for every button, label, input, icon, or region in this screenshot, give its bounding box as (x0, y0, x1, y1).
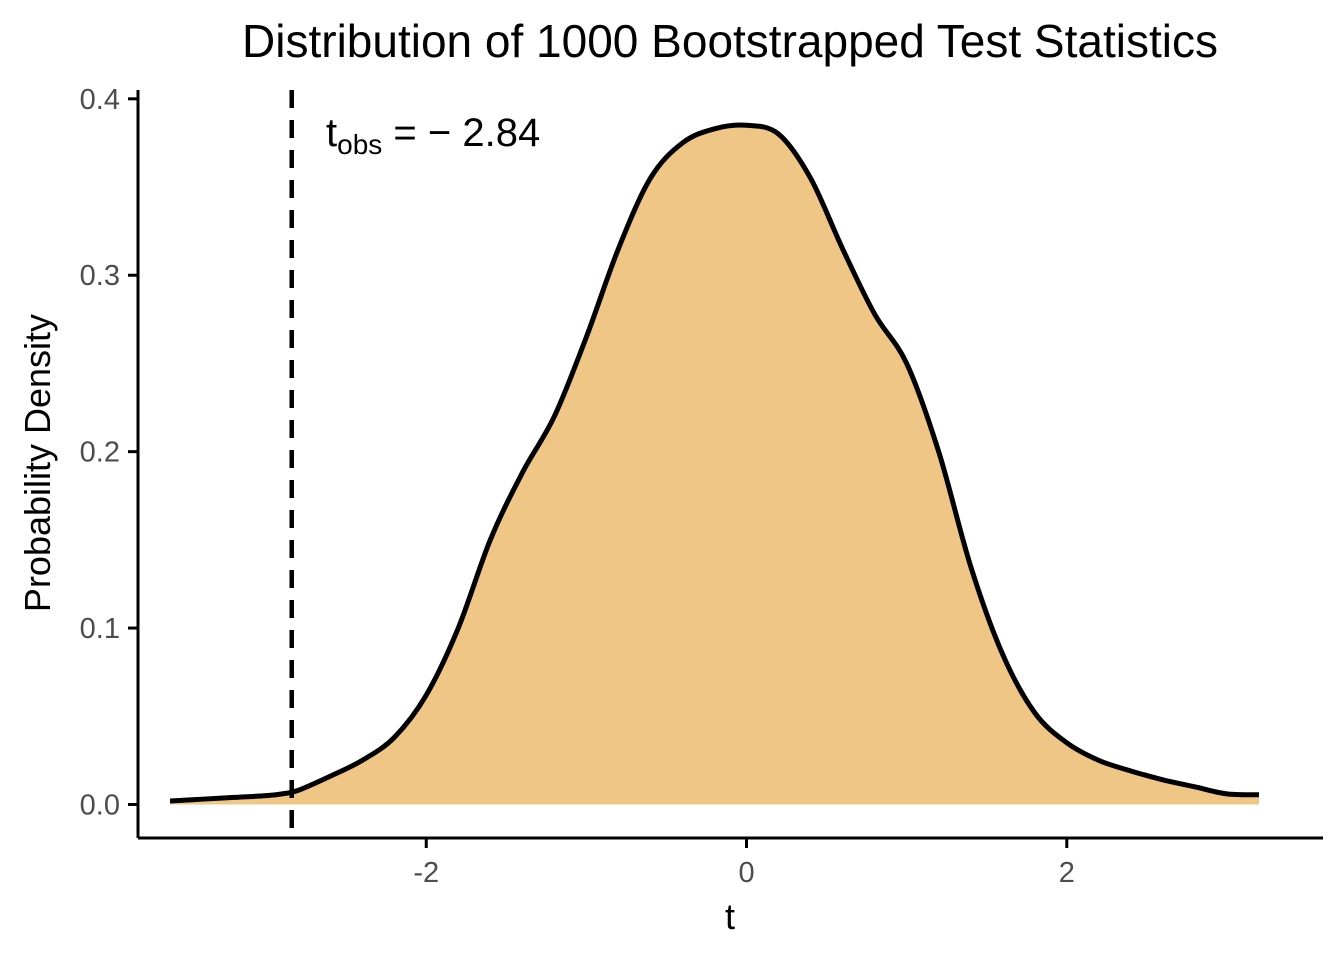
density-line (169, 122, 1260, 804)
density-area (170, 125, 1259, 805)
plot-area (169, 122, 1260, 805)
y-tick-label: 0.2 (80, 437, 120, 469)
observed-stat-symbol: t (326, 111, 337, 155)
y-tick-label: 0.3 (80, 260, 120, 292)
observed-stat-value: = − 2.84 (382, 111, 540, 155)
observed-stat-subscript: obs (337, 129, 382, 160)
y-tick-label: 0.0 (80, 789, 120, 821)
y-tick-label: 0.1 (80, 613, 120, 645)
y-tick-label: 0.4 (80, 84, 120, 116)
x-axis-ticks: -2 0 2 (413, 838, 1075, 889)
x-axis-label: t (725, 896, 735, 937)
y-axis-label: Probability Density (17, 314, 58, 612)
x-tick-label: 0 (738, 857, 754, 889)
x-tick-label: -2 (413, 857, 439, 889)
observed-stat-annotation: tobs = − 2.84 (289, 90, 540, 838)
chart-title: Distribution of 1000 Bootstrapped Test S… (242, 15, 1218, 67)
x-tick-label: 2 (1059, 857, 1075, 889)
y-axis-ticks: 0.0 0.1 0.2 0.3 0.4 (80, 84, 138, 821)
observed-stat-label: tobs = − 2.84 (326, 111, 540, 160)
